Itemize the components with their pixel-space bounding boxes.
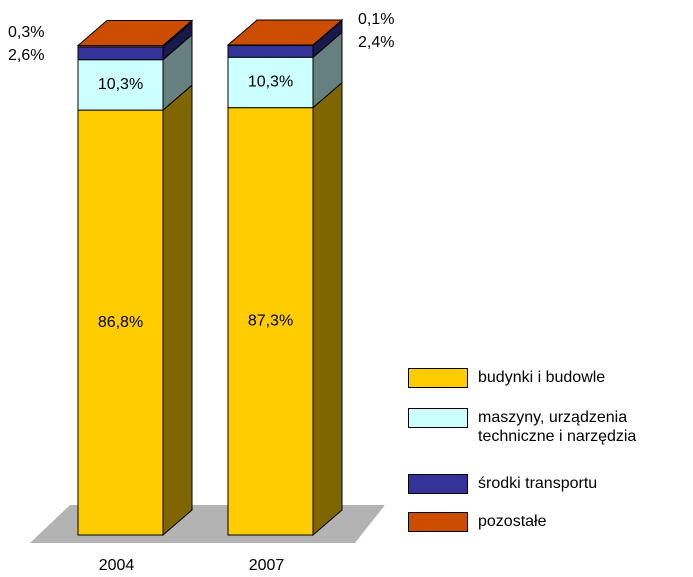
x-tick-label: 2007 — [249, 557, 285, 574]
legend-label: pozostałe — [478, 513, 547, 530]
x-tick-label: 2004 — [99, 557, 135, 574]
legend-swatch — [408, 368, 468, 388]
bar-side — [162, 84, 193, 537]
bar-segment — [77, 46, 164, 61]
legend-swatch — [408, 512, 468, 532]
legend-label: maszyny, urządzenia techniczne i narzędz… — [478, 409, 637, 445]
bar-top — [76, 19, 194, 46]
legend-item: pozostałe — [408, 512, 693, 532]
value-label: 0,1% — [358, 11, 394, 28]
value-label: 10,3% — [98, 76, 143, 93]
bar-side — [312, 81, 343, 537]
legend-swatch — [408, 408, 468, 428]
legend-label: środki transportu — [478, 475, 598, 492]
value-label: 2,4% — [358, 34, 394, 51]
bar-segment — [227, 44, 314, 58]
bar-top — [226, 19, 344, 46]
value-label: 0,3% — [8, 24, 44, 41]
legend-swatch — [408, 474, 468, 494]
value-label: 10,3% — [248, 74, 293, 91]
legend-item: środki transportu — [408, 474, 693, 494]
legend-item: budynki i budowle — [408, 368, 693, 388]
value-label: 87,3% — [248, 313, 293, 330]
value-label: 2,6% — [8, 47, 44, 64]
legend-item: maszyny, urządzenia techniczne i narzędz… — [408, 408, 693, 446]
value-label: 86,8% — [98, 314, 143, 331]
legend-label: budynki i budowle — [478, 369, 606, 386]
